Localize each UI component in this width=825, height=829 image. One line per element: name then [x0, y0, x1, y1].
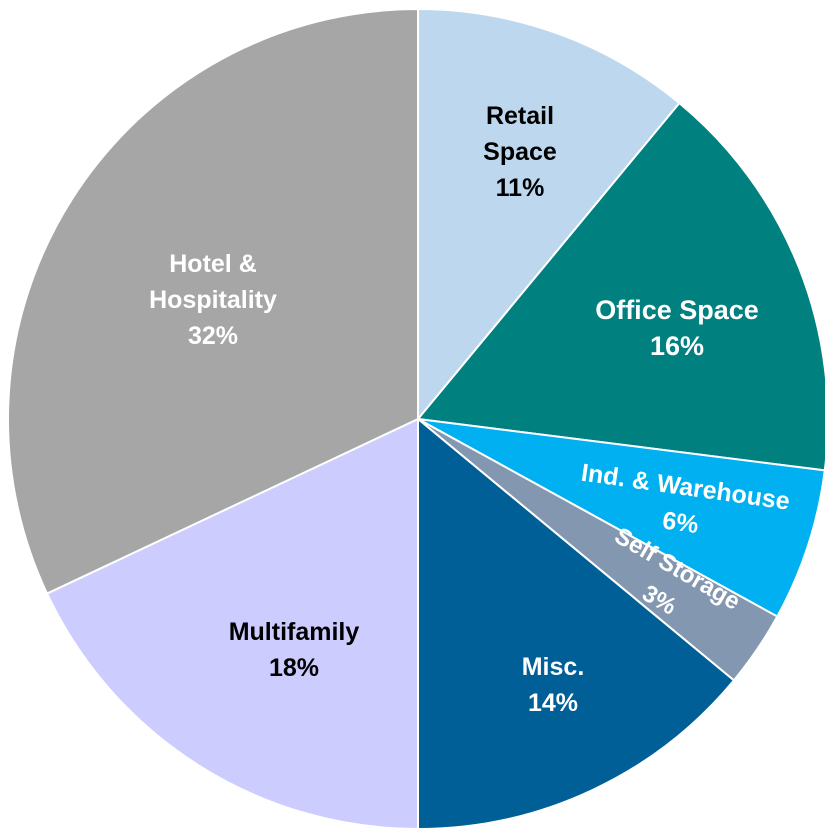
pie-slice [45, 417, 419, 829]
pie-slice [417, 418, 825, 618]
pie-slice [416, 101, 825, 472]
value-label: 18% [268, 654, 320, 682]
value-label: 11% [495, 174, 545, 202]
slice-label: Office Space 16% [547, 292, 807, 364]
category-label: Retail Space [483, 102, 557, 166]
slice-label: Hotel & Hospitality 32% [128, 246, 298, 354]
slice-label: Misc. 14% [493, 649, 613, 721]
pie-slice [7, 7, 419, 595]
category-label: Multifamily [228, 618, 360, 646]
category-label: Misc. [521, 653, 585, 681]
value-label: 16% [649, 331, 705, 361]
value-label: 32% [187, 322, 239, 350]
category-label: Office Space [595, 295, 759, 325]
pie-slice [417, 416, 736, 829]
pie-slice [417, 7, 681, 422]
category-label: Hotel & Hospitality [149, 250, 277, 314]
value-label: 14% [527, 689, 579, 717]
slice-label: Retail Space 11% [465, 98, 575, 206]
slice-label: Multifamily 18% [194, 614, 394, 686]
